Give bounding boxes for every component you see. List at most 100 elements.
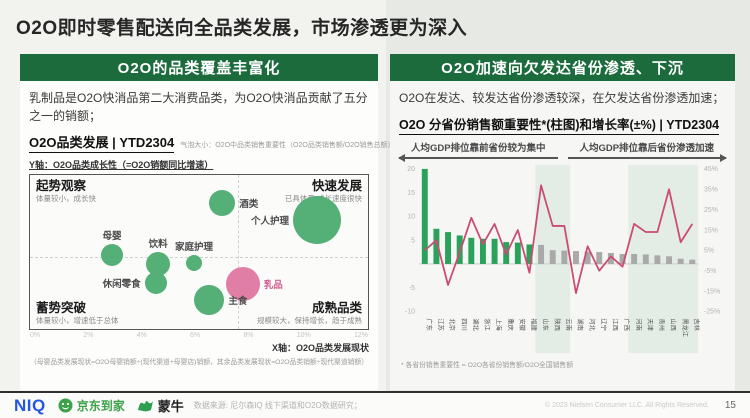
bubble-乳品: 乳品	[225, 267, 283, 302]
gdp-annotation-row: 人均GDP排位靠前省份较为集中 人均GDP排位靠后省份渗透加速	[398, 140, 727, 162]
gdp-annotation-right: 人均GDP排位靠后省份渗透加速	[567, 140, 727, 162]
svg-text:吉林: 吉林	[692, 318, 700, 331]
gdp-annotation-right-text: 人均GDP排位靠后省份渗透加速	[579, 143, 715, 154]
right-chart-footnote: * 各省份销售重要性 = O2O各省份销售额/O2O全国销售额	[401, 362, 574, 369]
svg-text:浙江: 浙江	[483, 318, 491, 330]
jd-daojia-logo: 京东到家	[58, 397, 125, 414]
quadrant-title: 蓄势突破	[36, 301, 87, 315]
svg-text:北京: 北京	[448, 318, 456, 330]
svg-text:黑龙江: 黑龙江	[681, 318, 689, 337]
svg-text:35%: 35%	[704, 187, 718, 194]
left-panel-body: 乳制品是O2O快消品第二大消费品类，为O2O快消品贡献了五分之一的销额； O2O…	[20, 81, 395, 370]
x-axis-label: X轴：O2O品类发展现状	[271, 343, 369, 353]
svg-text:5: 5	[411, 237, 415, 244]
bubble-家庭护理: 家庭护理	[175, 242, 213, 271]
quadrant-subtitle: 规模较大，保持增长，趋于成熟	[257, 316, 362, 326]
svg-text:陕西: 陕西	[553, 318, 561, 330]
bubble-个人护理: 个人护理	[251, 195, 342, 244]
quadrant-bottom-right: 成熟品类 规模较大，保持增长，趋于成熟	[257, 300, 362, 326]
right-panel-header: O2O加速向欠发达省份渗透、下沉	[390, 54, 735, 81]
svg-text:湖北: 湖北	[471, 318, 479, 331]
left-panel: O2O的品类覆盖丰富化 乳制品是O2O快消品第二大消费品类，为O2O快消品贡献了…	[20, 54, 395, 390]
gdp-annotation-left: 人均GDP排位靠前省份较为集中	[398, 140, 558, 162]
svg-text:-5: -5	[409, 285, 415, 292]
right-chart-title-row: O2O 分省份销售额重要性*(柱图)和增长率(±%) | YTD2304	[399, 114, 726, 135]
bubble-label: 家庭护理	[175, 241, 214, 253]
copyright-text: © 2023 Nielsen Consumer LLC. All Rights …	[544, 402, 709, 409]
bubble-酒类: 酒类	[209, 189, 258, 216]
right-panel: O2O加速向欠发达省份渗透、下沉 O2O在发达、较发达省份渗透较深，在欠发达省份…	[390, 54, 735, 390]
svg-text:25%: 25%	[704, 207, 718, 214]
quadrant-divider-vertical	[237, 175, 239, 329]
bubble-主食: 主食	[194, 284, 247, 315]
svg-text:天津: 天津	[646, 318, 654, 330]
bubble-label: 主食	[228, 295, 248, 307]
bubble-label: 母婴	[102, 231, 122, 243]
svg-text:江苏: 江苏	[437, 318, 445, 330]
bubble-chart-x-ticks: 0% 2% 4% 6% 8% 10% 12%	[29, 330, 369, 339]
bubble-size-note: 气泡大小：O2O中品类销售重要性（O2O品类销售额/O2O销售总额）	[180, 142, 395, 149]
svg-text:-25%: -25%	[704, 309, 720, 316]
quadrant-subtitle: 体量较小，成长快	[36, 194, 96, 204]
right-panel-paragraph: O2O在发达、较发达省份渗透较深，在欠发达省份渗透加速；	[399, 91, 725, 105]
quadrant-top-left: 起势观察 体量较小，成长快	[36, 178, 96, 204]
bubble-label: 个人护理	[251, 215, 290, 227]
right-arrow-icon	[567, 154, 727, 162]
svg-text:江西: 江西	[611, 318, 618, 330]
category-bubble-chart: 起势观察 体量较小，成长快 快速发展 已具体量,成长速度很快 蓄势突破 体量较小…	[29, 174, 369, 330]
bubble-label: 休闲零食	[102, 278, 141, 290]
quadrant-title: 起势观察	[36, 179, 87, 193]
mengniu-logo: 蒙牛	[137, 396, 184, 415]
svg-text:广东: 广东	[425, 318, 433, 330]
gdp-annotation-left-text: 人均GDP排位靠前省份较为集中	[410, 143, 546, 154]
svg-text:河南: 河南	[634, 318, 642, 330]
svg-text:河北: 河北	[588, 318, 596, 331]
quadrant-title: 成熟品类	[311, 301, 362, 315]
svg-text:20: 20	[407, 166, 415, 173]
svg-text:贵州: 贵州	[658, 318, 666, 330]
jd-daojia-label: 京东到家	[76, 399, 125, 413]
bubble-label: 乳品	[263, 280, 283, 292]
svg-text:云南: 云南	[565, 318, 573, 330]
left-arrow-icon	[398, 154, 558, 162]
slide-title: O2O即时零售配送向全品类发展，市场渗透更为深入	[16, 18, 468, 39]
y-axis-note: Y轴：O2O品类成长性（=O2O销额同比增速）	[29, 160, 214, 170]
right-chart-title: O2O 分省份销售额重要性*(柱图)和增长率(±%) | YTD2304	[399, 114, 720, 135]
mengniu-logo-icon	[137, 400, 153, 411]
province-chart-svg: 2015105-5-1045%35%25%15%5%-5%-15%-25%广东江…	[405, 164, 720, 354]
svg-text:-10: -10	[405, 309, 415, 316]
svg-text:福建: 福建	[530, 318, 538, 330]
page-number: 15	[724, 400, 736, 411]
svg-text:山西: 山西	[669, 318, 677, 330]
quadrant-bottom-left: 蓄势突破 体量较小，增速低于总体	[36, 300, 119, 326]
right-panel-body: O2O在发达、较发达省份渗透较深，在欠发达省份渗透加速； O2O 分省份销售额重…	[390, 81, 735, 373]
svg-text:重庆: 重庆	[506, 318, 514, 330]
svg-text:5%: 5%	[704, 248, 714, 255]
left-chart-footnote: （母婴品类发展现状=O2O母婴销额÷(现代渠道+母婴店)销额，其余品类发展现状=…	[29, 359, 369, 366]
quadrant-subtitle: 体量较小，增速低于总体	[36, 316, 119, 326]
x-tick: 8%	[243, 332, 254, 339]
svg-text:15: 15	[407, 190, 415, 197]
svg-text:上海: 上海	[495, 318, 503, 330]
svg-text:10: 10	[407, 214, 415, 221]
left-chart-title-row: O2O品类发展 | YTD2304 气泡大小：O2O中品类销售重要性（O2O品类…	[29, 132, 395, 153]
svg-text:广西: 广西	[623, 318, 631, 330]
bubble-label: 酒类	[239, 198, 259, 210]
quadrant-title: 快速发展	[311, 179, 362, 193]
bubble-母婴: 母婴	[101, 231, 124, 267]
svg-text:-5%: -5%	[704, 268, 716, 275]
x-tick: 2%	[83, 332, 94, 339]
svg-text:45%: 45%	[704, 166, 718, 173]
svg-text:15%: 15%	[704, 227, 718, 234]
left-chart-title: O2O品类发展 | YTD2304	[29, 132, 175, 153]
data-source-text: 数据来源: 尼尔森IQ 线下渠道和O2O数据研究；	[193, 401, 362, 410]
x-tick: 0%	[30, 332, 41, 339]
x-tick: 4%	[136, 332, 147, 339]
jd-daojia-logo-icon	[58, 398, 73, 413]
niq-logo: NIQ	[14, 395, 46, 415]
svg-text:湖南: 湖南	[576, 318, 584, 330]
bubble-label: 饮料	[148, 239, 168, 251]
svg-text:-15%: -15%	[704, 288, 720, 295]
svg-text:辽宁: 辽宁	[599, 318, 607, 330]
